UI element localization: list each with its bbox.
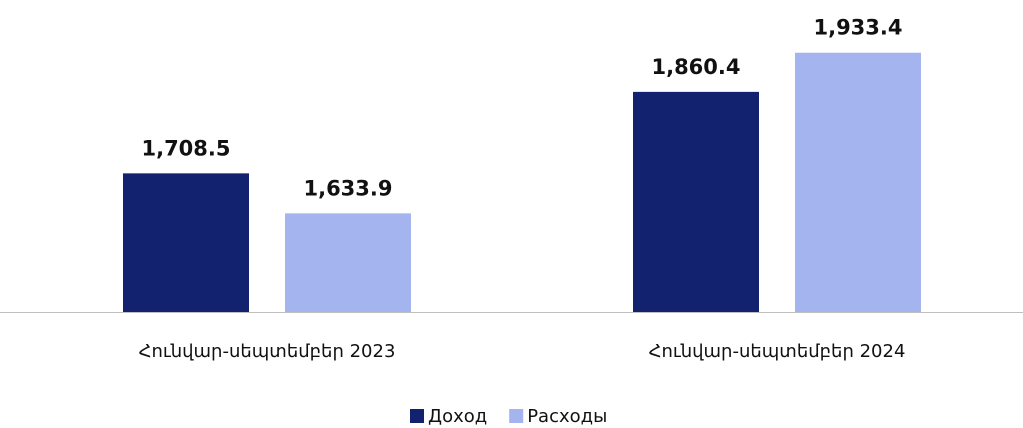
value-label: 1,633.9	[303, 176, 392, 200]
bar	[633, 91, 759, 312]
bar	[795, 52, 921, 313]
value-label: 1,708.5	[141, 136, 230, 160]
bar	[123, 173, 249, 312]
legend-label: Расходы	[527, 406, 607, 427]
x-tick-label: Հունվար-սեպտեմբեր 2024	[649, 341, 906, 362]
legend-swatch	[509, 409, 524, 423]
legend-swatch	[410, 409, 424, 423]
x-tick-label: Հունվար-սեպտեմբեր 2023	[139, 341, 396, 362]
legend-label: Доход	[428, 406, 487, 427]
value-label: 1,860.4	[651, 55, 740, 79]
bar	[285, 213, 411, 312]
value-label: 1,933.4	[813, 16, 902, 40]
